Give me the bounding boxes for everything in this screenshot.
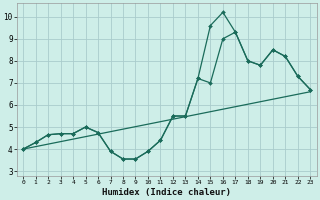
X-axis label: Humidex (Indice chaleur): Humidex (Indice chaleur) — [102, 188, 231, 197]
